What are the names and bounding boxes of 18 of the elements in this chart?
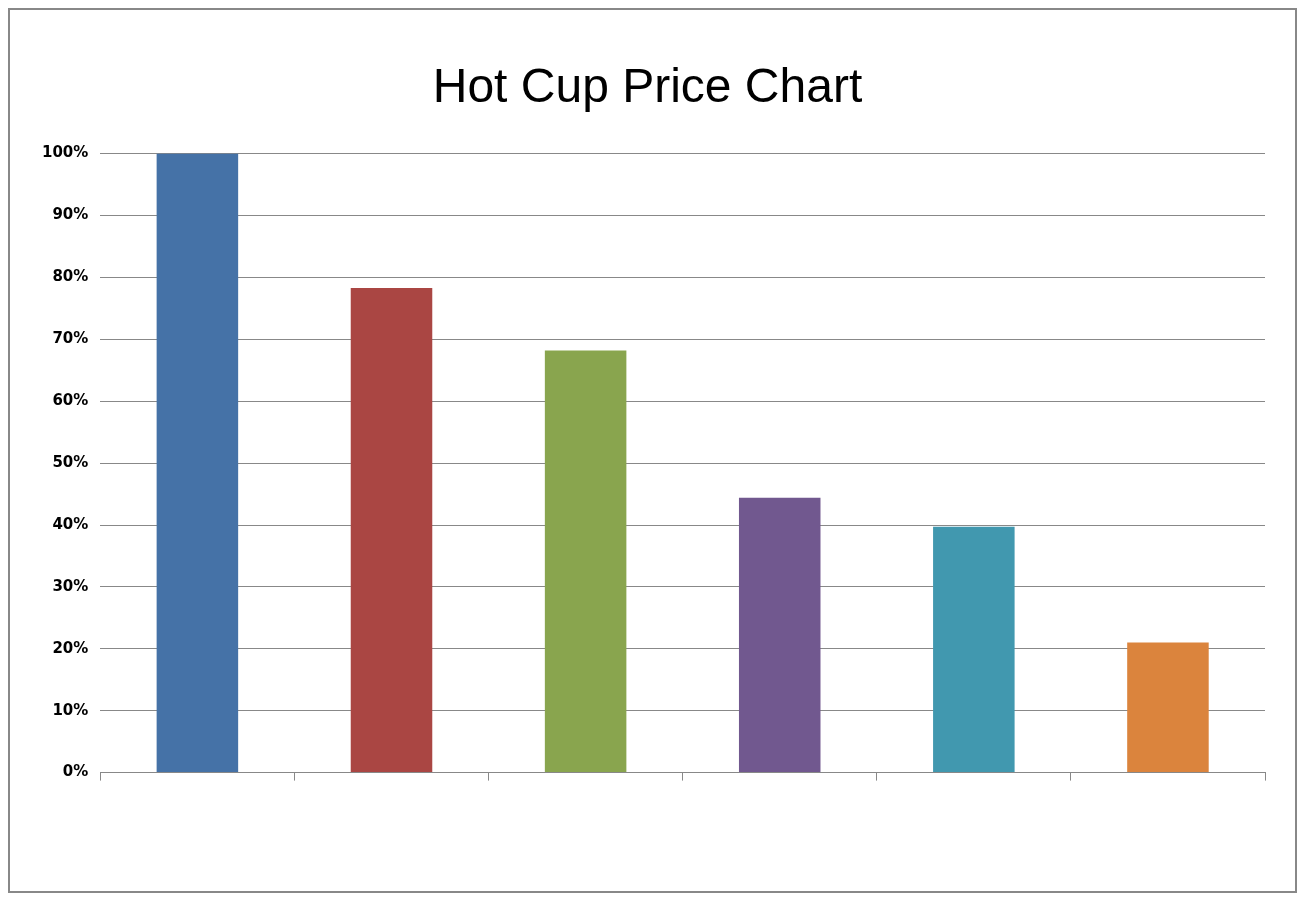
y-tick-label: 0% [62,762,89,781]
y-tick-label: 70% [52,329,89,348]
y-tick-label: 30% [52,576,89,595]
bar [544,350,627,773]
bar [933,526,1015,773]
chart-title: Hot Cup Price Chart [432,59,863,113]
bar [738,497,821,773]
bar [1127,642,1209,773]
y-tick-label: 80% [52,267,89,286]
y-tick-label: 90% [52,205,89,224]
bar [350,287,433,773]
y-tick-label: 20% [52,638,89,657]
y-tick-label: 10% [52,700,89,719]
bar [156,153,239,773]
y-tick-label: 60% [52,391,89,410]
y-tick-label: 100% [42,143,89,162]
y-tick-label: 50% [52,452,89,471]
y-tick-label: 40% [52,514,89,533]
